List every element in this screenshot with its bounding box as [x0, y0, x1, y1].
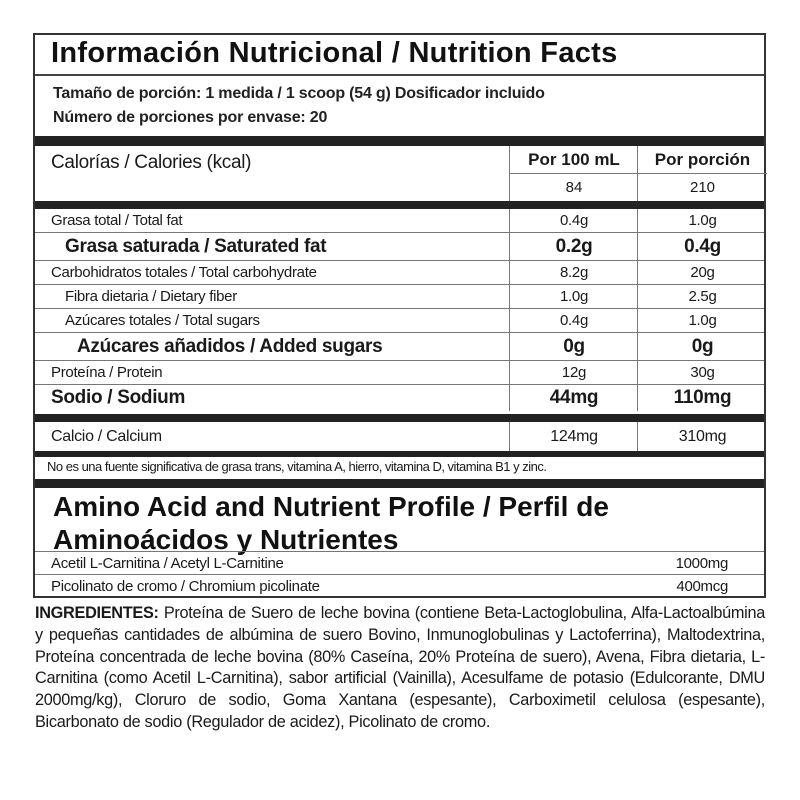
value-per-100ml: 0g — [509, 333, 638, 360]
nutrient-row: Grasa saturada / Saturated fat 0.2g 0.4g — [35, 233, 764, 261]
calories-per-serving: 210 — [637, 174, 767, 201]
divider — [35, 74, 764, 76]
nutrient-label: Calcio / Calcium — [51, 427, 162, 445]
nutrient-label: Azúcares totales / Total sugars — [65, 312, 260, 329]
serving-size: Tamaño de porción: 1 medida / 1 scoop (5… — [53, 85, 545, 102]
nutrient-row: Azúcares añadidos / Added sugars 0g 0g — [35, 333, 764, 361]
amino-label: Picolinato de cromo / Chromium picolinat… — [51, 578, 320, 595]
amino-profile-section: Amino Acid and Nutrient Profile / Perfil… — [35, 488, 764, 598]
amino-row: Picolinato de cromo / Chromium picolinat… — [35, 574, 764, 599]
value-per-100ml: 44mg — [509, 385, 638, 411]
nutrient-label: Azúcares añadidos / Added sugars — [77, 335, 383, 357]
thick-divider — [35, 414, 764, 422]
calories-per-100ml: 84 — [509, 174, 638, 201]
value-per-serving: 1.0g — [637, 209, 767, 232]
amino-value: 400mcg — [676, 578, 728, 595]
value-per-100ml: 1.0g — [509, 285, 638, 308]
calories-label: Calorías / Calories (kcal) — [51, 152, 252, 173]
value-per-serving: 20g — [637, 261, 767, 284]
value-per-serving: 2.5g — [637, 285, 767, 308]
nutrient-row: Carbohidratos totales / Total carbohydra… — [35, 261, 764, 285]
nutrition-facts-panel: Información Nutricional / Nutrition Fact… — [33, 33, 767, 598]
value-per-serving: 310mg — [637, 422, 767, 451]
calories-row: Calorías / Calories (kcal) Por 100 mL Po… — [35, 146, 767, 201]
column-header-per-100ml: Por 100 mL — [509, 146, 638, 174]
nutrient-row: Fibra dietaria / Dietary fiber 1.0g 2.5g — [35, 285, 764, 309]
nutrient-row: Azúcares totales / Total sugars 0.4g 1.0g — [35, 309, 764, 333]
ingredients-label: INGREDIENTES: — [35, 604, 159, 622]
value-per-100ml: 0.2g — [509, 233, 638, 260]
nutrient-label: Fibra dietaria / Dietary fiber — [65, 288, 237, 305]
nutrient-label: Sodio / Sodium — [51, 387, 186, 408]
footnote: No es una fuente significativa de grasa … — [47, 459, 547, 474]
amino-row: Acetil L-Carnitina / Acetyl L-Carnitine … — [35, 551, 764, 574]
value-per-100ml: 12g — [509, 361, 638, 384]
nutrient-row: Sodio / Sodium 44mg 110mg — [35, 385, 764, 411]
thick-divider — [35, 479, 764, 488]
value-per-100ml: 0.4g — [509, 209, 638, 232]
nutrient-label: Grasa saturada / Saturated fat — [65, 235, 327, 257]
nutrient-label: Proteína / Protein — [51, 364, 163, 381]
column-header-per-serving: Por porción — [637, 146, 767, 174]
nutrient-label: Grasa total / Total fat — [51, 212, 183, 229]
servings-per-container: Número de porciones por envase: 20 — [53, 109, 328, 126]
amino-value: 1000mg — [675, 555, 729, 572]
ingredients-text: Proteína de Suero de leche bovina (conti… — [35, 604, 765, 731]
nutrient-row: Grasa total / Total fat 0.4g 1.0g — [35, 209, 764, 233]
thick-divider — [35, 201, 764, 209]
value-per-100ml: 0.4g — [509, 309, 638, 332]
nutrient-row-calcium: Calcio / Calcium 124mg 310mg — [35, 422, 764, 451]
amino-profile-title: Amino Acid and Nutrient Profile / Perfil… — [53, 491, 609, 555]
value-per-serving: 30g — [637, 361, 767, 384]
value-per-100ml: 124mg — [509, 422, 638, 451]
nutrient-label: Carbohidratos totales / Total carbohydra… — [51, 264, 317, 281]
value-per-serving: 0g — [637, 333, 767, 360]
value-per-serving: 1.0g — [637, 309, 767, 332]
amino-label: Acetil L-Carnitina / Acetyl L-Carnitine — [51, 555, 284, 572]
value-per-serving: 110mg — [637, 385, 767, 411]
panel-title: Información Nutricional / Nutrition Fact… — [51, 37, 618, 69]
nutrient-row: Proteína / Protein 12g 30g — [35, 361, 764, 385]
thick-divider — [35, 451, 764, 457]
value-per-100ml: 8.2g — [509, 261, 638, 284]
ingredients: INGREDIENTES: Proteína de Suero de leche… — [35, 603, 765, 734]
thick-divider — [35, 136, 764, 146]
value-per-serving: 0.4g — [637, 233, 767, 260]
